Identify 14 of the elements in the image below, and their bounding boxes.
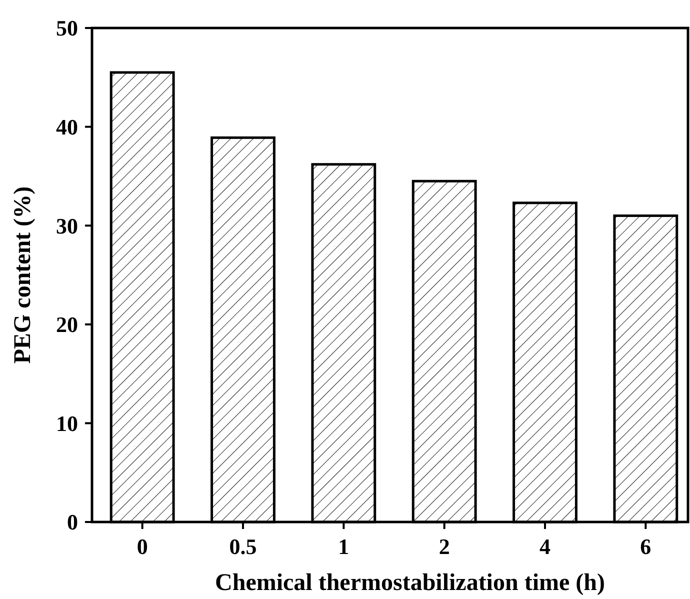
y-axis-title: PEG content (%) [10,186,36,364]
y-tick-label: 0 [67,510,78,535]
x-tick-label: 6 [640,534,652,559]
x-tick-label: 4 [540,534,550,559]
x-axis-title: Chemical thermostabilization time (h) [215,570,605,596]
y-tick-label: 40 [56,114,78,140]
x-tick-label: 2 [438,534,450,559]
y-tick-label: 30 [56,213,78,238]
y-tick-label: 50 [56,16,78,41]
y-tick-label: 10 [56,410,78,436]
x-tick-label: 0.5 [229,534,257,559]
x-tick-label: 1 [338,534,350,559]
y-tick-label: 20 [56,312,78,338]
x-tick-label: 0 [136,534,148,559]
